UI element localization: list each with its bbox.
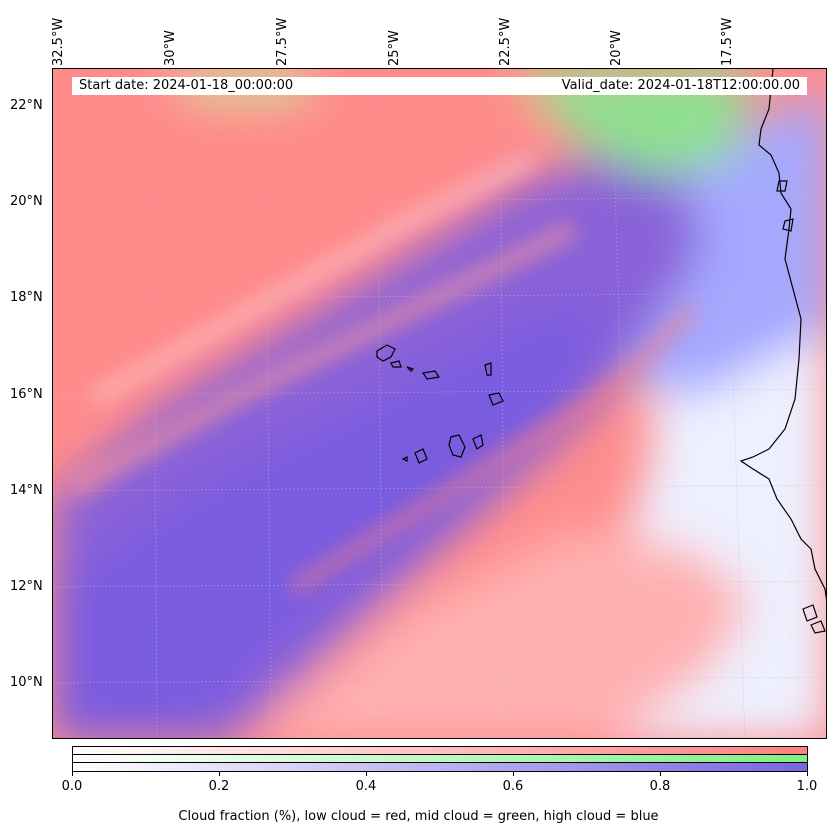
- colorbar-high-cloud: [73, 763, 807, 771]
- cb-tick-2: [366, 772, 367, 776]
- island-santo-antao: [376, 344, 396, 362]
- cb-ticklabel-5: 1.0: [796, 779, 818, 794]
- colorbar-mid-cloud: [73, 755, 807, 763]
- lon-label-32-5w: 32.5°W: [51, 17, 66, 66]
- coast-islet-1: [782, 218, 794, 232]
- low-cloud-region-nw: [53, 69, 613, 409]
- lat-label-10n: 10°N: [10, 675, 43, 690]
- lon-label-22-5w: 22.5°W: [498, 17, 513, 66]
- map-plot-area: [52, 68, 827, 739]
- lat-label-16n: 16°N: [10, 387, 43, 402]
- cb-tick-5: [807, 772, 808, 776]
- island-boa-vista: [488, 392, 504, 406]
- african-coast: [739, 69, 826, 600]
- cape-verde-islands: [376, 344, 504, 464]
- cb-ticklabel-1: 0.2: [208, 779, 230, 794]
- cloud-streak-3: [289, 304, 698, 595]
- lon-label-25w: 25°W: [387, 30, 402, 66]
- date-info-bar: Start date: 2024-01-18_00:00:00 Valid_da…: [72, 77, 807, 95]
- colorbar-low-cloud: [73, 747, 807, 755]
- start-date-label: Start date: 2024-01-18_00:00:00: [79, 78, 294, 93]
- cb-ticklabel-0: 0.0: [61, 779, 83, 794]
- lon-label-30w: 30°W: [163, 30, 178, 66]
- cloud-streak-2: [68, 220, 578, 497]
- lon-label-27-5w: 27.5°W: [275, 17, 290, 66]
- coastline: [739, 69, 826, 634]
- cb-ticklabel-2: 0.4: [355, 779, 377, 794]
- lon-label-17-5w: 17.5°W: [720, 17, 735, 66]
- lat-label-22n: 22°N: [10, 98, 43, 113]
- cloud-streak-1: [89, 152, 537, 406]
- coast-islet-4: [810, 620, 826, 634]
- cb-tick-0: [72, 772, 73, 776]
- coast-islet-3: [802, 604, 818, 622]
- cb-tick-1: [219, 772, 220, 776]
- island-santa-luzia: [406, 366, 415, 372]
- island-santiago: [448, 434, 466, 458]
- cloud-field-svg: [53, 69, 826, 738]
- high-cloud-region-ne: [613, 90, 826, 399]
- high-cloud-band-core: [53, 299, 613, 738]
- cb-tick-3: [513, 772, 514, 776]
- island-fogo: [414, 448, 428, 464]
- lat-label-20n: 20°N: [10, 194, 43, 209]
- lat-label-12n: 12°N: [10, 579, 43, 594]
- colorbar: [72, 746, 808, 772]
- colorbar-label: Cloud fraction (%), low cloud = red, mid…: [178, 809, 659, 824]
- coast-islet-2: [776, 180, 788, 192]
- mid-cloud-region-n: [513, 69, 753, 179]
- island-maio: [472, 434, 484, 450]
- cb-ticklabel-4: 0.8: [649, 779, 671, 794]
- lat-label-14n: 14°N: [10, 483, 43, 498]
- island-sao-nicolau: [421, 370, 441, 380]
- valid-date-label: Valid_date: 2024-01-18T12:00:00.00: [561, 78, 800, 93]
- graticule: [53, 69, 826, 738]
- cb-tick-4: [660, 772, 661, 776]
- island-sao-vicente: [390, 360, 402, 368]
- lon-label-20w: 20°W: [609, 30, 624, 66]
- island-sal: [484, 362, 492, 376]
- island-brava: [401, 456, 408, 462]
- lat-label-18n: 18°N: [10, 290, 43, 305]
- cb-ticklabel-3: 0.6: [502, 779, 524, 794]
